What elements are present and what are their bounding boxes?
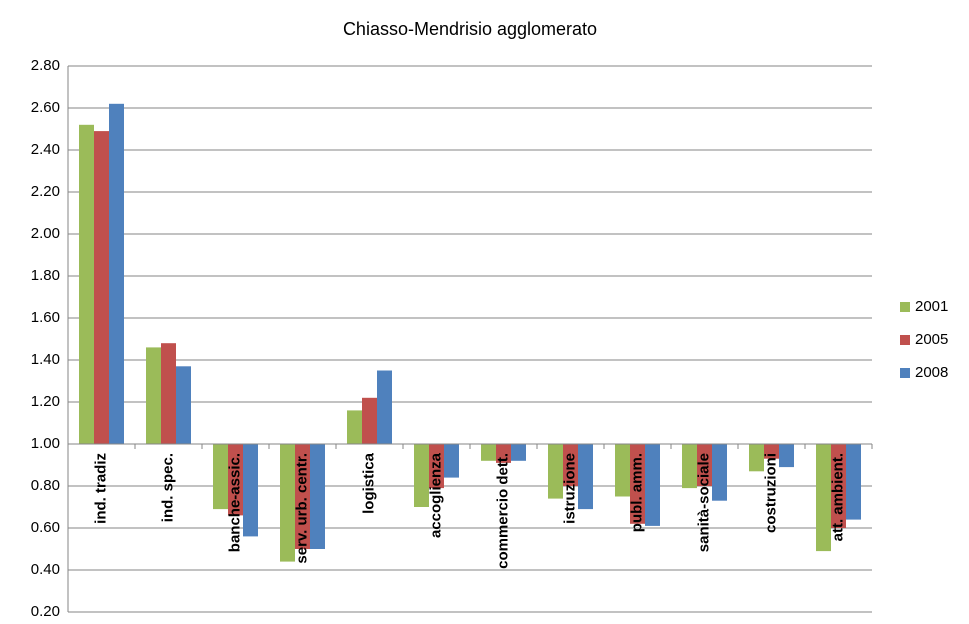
bar	[213, 444, 228, 510]
bar	[362, 397, 377, 444]
x-tick-label: publ. amm.	[628, 453, 645, 532]
y-tick-label: 2.40	[31, 141, 60, 158]
y-tick-label: 1.80	[31, 267, 60, 284]
bar	[682, 444, 697, 489]
bar	[347, 410, 362, 444]
bar	[228, 444, 243, 516]
x-tick-label: ind. spec.	[159, 453, 176, 522]
y-tick-label: 2.60	[31, 99, 60, 116]
x-tick-label: serv. urb. centr.	[293, 453, 310, 564]
x-tick-label: accoglienza	[427, 452, 444, 538]
legend-swatch	[900, 368, 910, 378]
legend-label: 2005	[915, 331, 948, 348]
bar	[310, 444, 325, 549]
bar	[109, 103, 124, 445]
bar	[578, 444, 593, 510]
x-tick-label: banche-assic.	[226, 453, 243, 552]
bar	[161, 343, 176, 444]
bar	[295, 444, 310, 549]
y-tick-label: 1.40	[31, 351, 60, 368]
x-tick-label: istruzione	[561, 453, 578, 524]
bar	[444, 444, 459, 478]
bar	[749, 444, 764, 472]
legend-swatch	[900, 335, 910, 345]
bar	[481, 444, 496, 461]
bar	[779, 444, 794, 468]
legend-label: 2008	[915, 364, 948, 381]
x-tick-label: logistica	[360, 452, 377, 514]
x-tick-label: sanità-sociale	[695, 453, 712, 552]
bar	[511, 444, 526, 461]
bar	[645, 444, 660, 526]
bar	[79, 124, 94, 445]
bar	[816, 444, 831, 552]
bar	[94, 131, 109, 444]
y-tick-label: 0.80	[31, 477, 60, 494]
x-tick-label: costruzioni	[762, 453, 779, 533]
bar	[429, 444, 444, 489]
y-tick-label: 0.20	[31, 603, 60, 620]
bar	[697, 444, 712, 486]
bar	[414, 444, 429, 507]
bar	[630, 444, 645, 524]
x-tick-label: ind. tradiz	[92, 453, 109, 524]
y-tick-label: 2.00	[31, 225, 60, 242]
bar	[496, 444, 511, 463]
legend-swatch	[900, 302, 910, 312]
bar	[764, 444, 779, 459]
legend-label: 2001	[915, 298, 948, 315]
bar	[548, 444, 563, 499]
bar	[176, 366, 191, 444]
bar	[243, 444, 258, 537]
bar	[712, 444, 727, 501]
x-tick-label: att. ambient.	[829, 453, 846, 541]
y-tick-label: 1.00	[31, 435, 60, 452]
y-tick-label: 0.40	[31, 561, 60, 578]
chart-title: Chiasso-Mendrisio agglomerato	[343, 19, 597, 39]
y-tick-label: 1.20	[31, 393, 60, 410]
bar	[831, 444, 846, 528]
y-tick-label: 2.20	[31, 183, 60, 200]
bar	[146, 347, 161, 444]
bar	[280, 444, 295, 562]
bar	[846, 444, 861, 520]
bar	[377, 370, 392, 444]
x-tick-label: commercio dett.	[494, 453, 511, 569]
y-tick-label: 1.60	[31, 309, 60, 326]
bar	[563, 444, 578, 486]
y-tick-label: 0.60	[31, 519, 60, 536]
y-tick-label: 2.80	[31, 57, 60, 74]
bar	[615, 444, 630, 497]
